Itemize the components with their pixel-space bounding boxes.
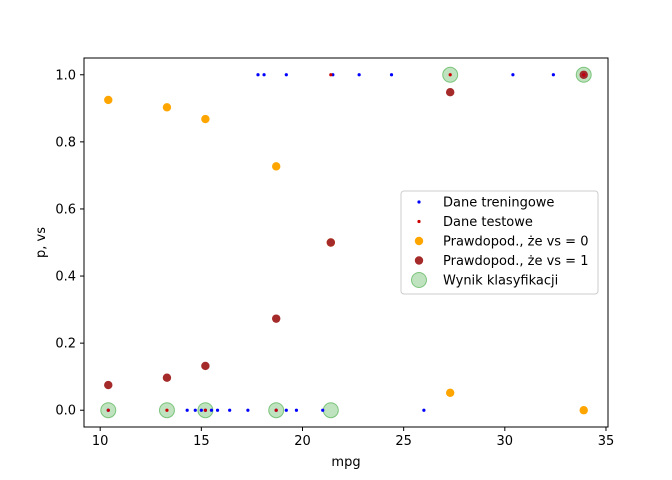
y-tick-label: 1.0 (55, 68, 76, 83)
legend-entry-label: Wynik klasyfikacji (443, 274, 558, 289)
legend-entry-label: Dane testowe (443, 215, 533, 230)
legend-marker (417, 219, 421, 224)
data-point (294, 408, 299, 412)
data-point (389, 73, 394, 77)
data-point (193, 408, 197, 412)
x-tick-label: 25 (395, 434, 412, 449)
legend-marker (414, 256, 424, 265)
y-tick-label: 0.0 (55, 404, 76, 419)
x-axis-label: mpg (331, 455, 360, 470)
plot-marks (100, 66, 592, 419)
y-tick-label: 0.8 (55, 135, 76, 150)
data-point (284, 408, 288, 412)
data-point (579, 406, 588, 415)
data-point (215, 408, 220, 412)
legend-box (400, 190, 599, 295)
data-point (104, 95, 113, 105)
data-point (162, 103, 172, 112)
x-tick-label: 15 (193, 434, 210, 449)
x-tick-label: 35 (598, 434, 615, 449)
x-tick-label: 10 (92, 434, 109, 449)
legend-entry-label: Dane treningowe (443, 196, 554, 211)
legend-entry-label: Prawdopod., że vs = 1 (443, 254, 588, 269)
legend-entry-label: Prawdopod., że vs = 0 (443, 235, 588, 250)
data-point (185, 408, 189, 412)
data-point (445, 88, 455, 97)
y-axis-label: p, vs (34, 227, 49, 258)
x-tick-label: 20 (294, 434, 311, 449)
data-point (422, 408, 426, 412)
data-point (272, 314, 281, 323)
data-point (209, 408, 214, 412)
data-point (551, 73, 555, 77)
data-point (272, 162, 281, 171)
data-point (445, 388, 455, 397)
legend-marker (417, 200, 421, 204)
data-point (448, 73, 452, 77)
data-point (326, 238, 336, 247)
data-point (262, 73, 266, 77)
data-point (329, 73, 333, 77)
data-point (203, 408, 207, 412)
data-point (201, 361, 210, 371)
series-3 (104, 70, 588, 390)
y-tick-label: 0.2 (55, 337, 76, 352)
data-point (199, 408, 203, 412)
data-point (246, 408, 250, 412)
legend: Dane treningowe Dane testowe Prawdopod., ż… (400, 190, 599, 295)
data-point (165, 408, 169, 412)
y-axis-ticks: 0.0 0.2 0.4 0.6 0.8 1.0 (55, 68, 84, 419)
data-point (357, 73, 361, 77)
y-tick-label: 0.4 (55, 270, 76, 285)
data-point (106, 408, 110, 412)
data-point (104, 380, 113, 390)
data-point (284, 73, 288, 77)
series-1 (106, 73, 586, 412)
data-point (201, 114, 210, 124)
data-point (511, 73, 515, 77)
x-axis-ticks: 10 15 20 25 30 35 (92, 427, 614, 449)
legend-marker (411, 272, 427, 288)
data-point (582, 73, 586, 77)
data-point (321, 408, 325, 412)
y-tick-label: 0.6 (55, 202, 76, 217)
legend-marker (414, 236, 424, 246)
data-point (322, 402, 339, 419)
data-point (256, 73, 260, 77)
x-tick-label: 30 (497, 434, 514, 449)
data-point (228, 408, 232, 412)
plot-frame (83, 57, 609, 428)
data-point (274, 408, 278, 412)
data-point (162, 373, 172, 382)
